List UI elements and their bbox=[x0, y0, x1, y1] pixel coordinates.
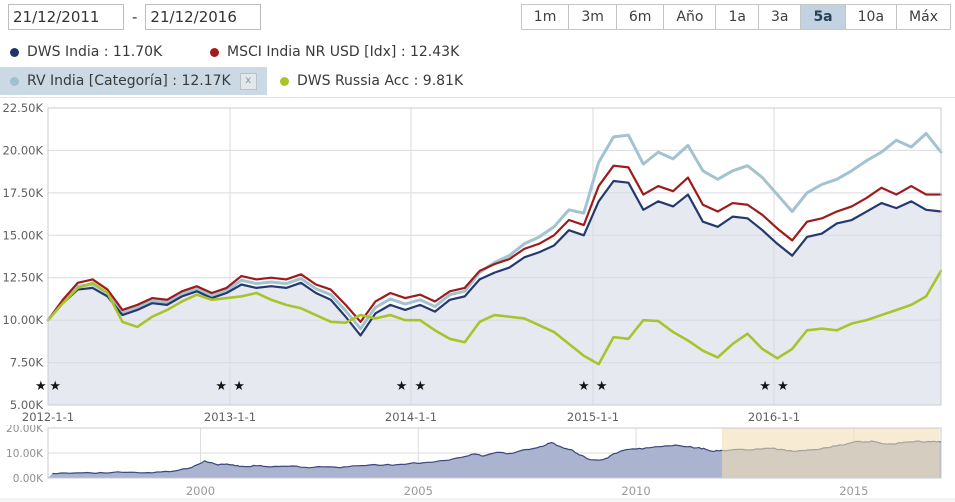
period-button-3a[interactable]: 3a bbox=[758, 4, 802, 30]
main-x-axis-label: 2015-1-1 bbox=[567, 410, 619, 424]
legend-item-label: DWS Russia Acc : 9.81K bbox=[297, 73, 464, 89]
main-y-axis-label: 17.50K bbox=[3, 186, 44, 200]
event-marker-star[interactable]: ★ bbox=[759, 379, 771, 394]
event-marker-star[interactable]: ★ bbox=[596, 379, 608, 394]
plot-border bbox=[47, 107, 942, 406]
series-color-dot bbox=[10, 76, 19, 86]
main-y-axis-label: 20.00K bbox=[3, 143, 44, 157]
legend-item-label: RV India [Categoría] : 12.17K bbox=[27, 73, 231, 89]
legend-item-dws-russia-acc[interactable]: DWS Russia Acc : 9.81K bbox=[270, 67, 473, 95]
navigator-selected-region[interactable] bbox=[721, 428, 940, 478]
main-chart-svg[interactable]: ★ ★ ★ ★ ★ ★ ★ ★ ★ ★22.50K20.00K17.50K15.00K12.50K… bbox=[0, 98, 955, 425]
legend-item-label: DWS India : 11.70K bbox=[27, 44, 163, 60]
main-y-axis-label: 10.00K bbox=[3, 313, 44, 327]
period-button-m-x[interactable]: Máx bbox=[897, 4, 951, 30]
main-y-axis-label: 12.50K bbox=[3, 271, 44, 285]
date-to-input[interactable] bbox=[145, 4, 262, 30]
nav-y-axis-label: 0.00K bbox=[13, 473, 44, 485]
nav-plot-border bbox=[47, 427, 942, 479]
period-button-10a[interactable]: 10a bbox=[845, 4, 898, 30]
navigator-chart-svg[interactable]: 20.00K 10.00K 0.00K 2000 2005 2010 2015 bbox=[0, 425, 955, 502]
legend-item-dws-india[interactable]: DWS India : 11.70K bbox=[0, 38, 172, 66]
main-x-axis-label: 2016-1-1 bbox=[748, 410, 800, 424]
series-area-fill bbox=[48, 180, 941, 405]
event-marker-star[interactable]: ★ bbox=[415, 379, 427, 394]
period-button-a-o[interactable]: Año bbox=[664, 4, 717, 30]
series-line-msci-india-nr-usd-idx bbox=[46, 164, 943, 323]
main-y-axis-label: 15.00K bbox=[3, 228, 44, 242]
series-color-dot bbox=[280, 76, 289, 86]
nav-x-axis-label: 2010 bbox=[621, 484, 650, 498]
main-x-axis-label: 2014-1-1 bbox=[385, 410, 437, 424]
period-button-1m[interactable]: 1m bbox=[520, 4, 570, 30]
series-line-dws-india bbox=[46, 179, 943, 337]
main-x-axis-label: 2013-1-1 bbox=[204, 410, 256, 424]
series-color-dot bbox=[10, 47, 19, 57]
date-range: - bbox=[8, 4, 262, 30]
nav-y-axis-label: 10.00K bbox=[6, 448, 44, 460]
event-marker-star[interactable]: ★ bbox=[233, 379, 245, 394]
main-x-axis-label: 2012-1-1 bbox=[22, 410, 74, 424]
period-button-5a[interactable]: 5a bbox=[801, 4, 846, 30]
legend-item-rv-india-categor-a[interactable]: RV India [Categoría] : 12.17K x bbox=[0, 67, 267, 95]
nav-x-axis-label: 2005 bbox=[404, 484, 433, 498]
main-y-axis-label: 5.00K bbox=[10, 398, 44, 412]
event-marker-star[interactable]: ★ bbox=[49, 379, 61, 394]
main-chart: ★ ★ ★ ★ ★ ★ ★ ★ ★ ★ 22.50K 20.00K 17.50K 15.00K 12.50K… bbox=[0, 98, 955, 425]
chart-legend: DWS India : 11.70K MSCI India NR USD [Idx… bbox=[0, 36, 955, 98]
nav-x-axis-label: 2015 bbox=[839, 484, 868, 498]
nav-y-axis-label: 20.00K bbox=[6, 425, 44, 435]
legend-row: RV India [Categoría] : 12.17K x DWS Russia… bbox=[0, 67, 955, 95]
event-marker-star[interactable]: ★ bbox=[777, 379, 789, 394]
period-button-1a[interactable]: 1a bbox=[716, 4, 759, 30]
period-button-3m[interactable]: 3m bbox=[569, 4, 617, 30]
navigator-chart: 20.00K 10.00K 0.00K 2000 2005 2010 2015 bbox=[0, 425, 955, 502]
legend-item-label: MSCI India NR USD [Idx] : 12.43K bbox=[227, 44, 460, 60]
event-marker-star[interactable]: ★ bbox=[396, 379, 408, 394]
main-y-axis-label: 7.50K bbox=[10, 356, 44, 370]
series-color-dot bbox=[210, 47, 219, 57]
period-button-group: 1m 3m 6m Año 1a 3a 5a 10a Máx bbox=[520, 4, 951, 30]
nav-area-fill bbox=[48, 441, 941, 478]
date-from-input[interactable] bbox=[8, 4, 124, 30]
event-marker-star[interactable]: ★ bbox=[215, 379, 227, 394]
date-range-separator: - bbox=[132, 8, 138, 26]
period-button-6m[interactable]: 6m bbox=[616, 4, 665, 30]
legend-item-msci-india-nr-usd-idx[interactable]: MSCI India NR USD [Idx] : 12.43K bbox=[200, 38, 469, 66]
nav-x-axis-label: 2000 bbox=[186, 484, 215, 498]
event-marker-star[interactable]: ★ bbox=[578, 379, 590, 394]
series-line-dws-russia-acc bbox=[46, 269, 943, 366]
event-marker-star[interactable]: ★ bbox=[35, 379, 47, 394]
legend-row: DWS India : 11.70K MSCI India NR USD [Idx… bbox=[0, 38, 955, 66]
series-line-rv-india-categor-a bbox=[46, 131, 943, 331]
main-y-axis-label: 22.50K bbox=[3, 101, 44, 115]
legend-item-close-icon[interactable]: x bbox=[239, 72, 257, 90]
footer-strip bbox=[0, 498, 955, 502]
